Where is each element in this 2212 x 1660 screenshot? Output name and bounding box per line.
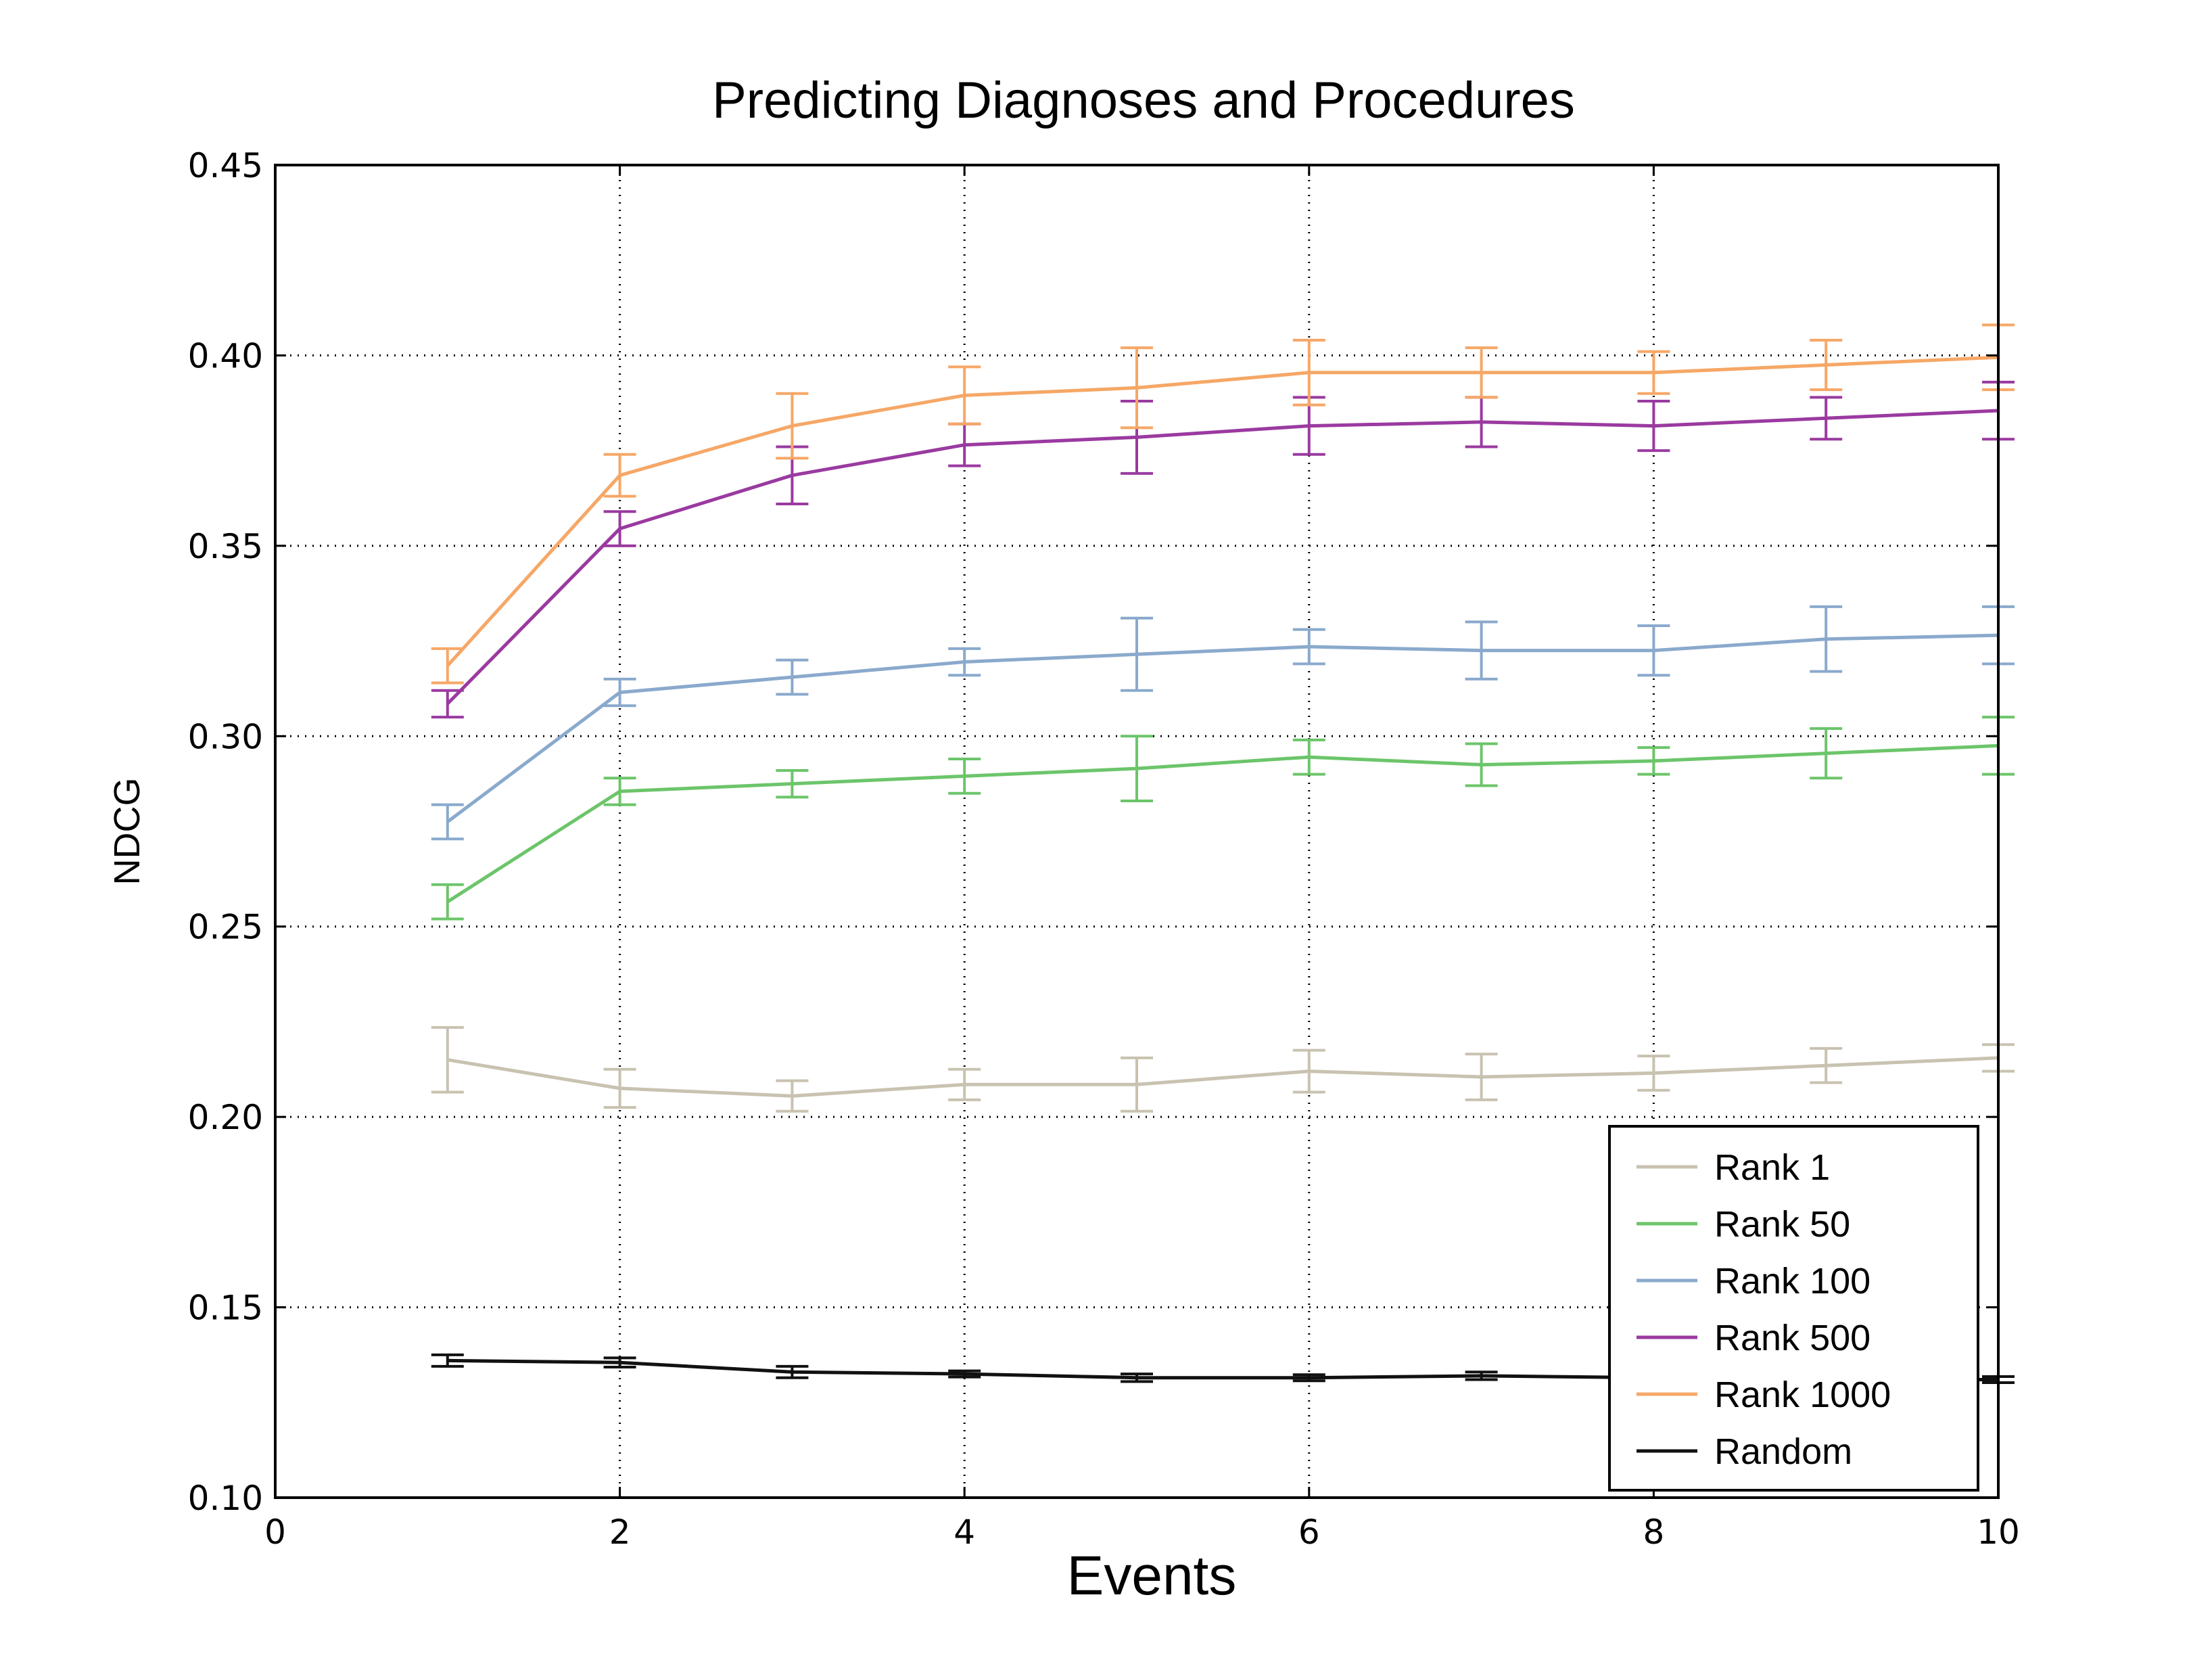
error-bar (431, 689, 464, 719)
legend-label: Rank 100 (1714, 1261, 1870, 1301)
series-rank-50 (431, 716, 2015, 921)
error-bar (1810, 338, 1843, 392)
legend-label: Rank 50 (1714, 1204, 1850, 1245)
x-tick-label: 6 (1298, 1513, 1320, 1552)
series-rank-500 (431, 380, 2015, 719)
error-bar (776, 392, 809, 460)
series-line (446, 743, 1999, 904)
y-tick-label: 0.15 (188, 1289, 263, 1328)
error-bar (1121, 616, 1153, 692)
legend-entry: Random (1637, 1431, 1852, 1472)
y-axis-label: NDCG (107, 778, 147, 885)
error-bar (603, 777, 636, 806)
error-bar (603, 510, 636, 547)
error-bar (603, 1067, 636, 1109)
error-bar (1121, 1373, 1153, 1383)
error-bar (1637, 1055, 1670, 1092)
y-tick-label: 0.25 (188, 908, 263, 947)
legend-entry: Rank 100 (1637, 1261, 1870, 1301)
y-tick-label: 0.10 (188, 1479, 263, 1518)
series-line (446, 409, 1999, 706)
legend-label: Rank 500 (1714, 1318, 1870, 1358)
error-bar (948, 365, 981, 425)
error-bar (948, 1067, 981, 1101)
error-bar (1292, 1373, 1325, 1383)
series-rank-100 (431, 605, 2015, 841)
y-tick-label: 0.30 (188, 717, 263, 756)
legend-label: Rank 1 (1714, 1147, 1830, 1188)
error-bar (948, 1369, 981, 1379)
error-bar (1292, 738, 1325, 776)
ticks: 0 2 4 6 8 10 0.10 0.15 0.20 0.25 0.30 0.35 0.40 0.45 (188, 146, 2020, 1552)
plot-frame (274, 164, 2000, 1499)
error-bar (776, 1079, 809, 1113)
chart-title: Predicting Diagnoses and Procedures (712, 72, 1575, 129)
error-bar (776, 1364, 809, 1379)
error-bar (1637, 399, 1670, 453)
error-bar (1810, 396, 1843, 441)
error-bar (1810, 605, 1843, 673)
legend-entry: Rank 500 (1637, 1318, 1870, 1358)
error-bar (1465, 1370, 1498, 1381)
error-bar (1121, 1056, 1153, 1113)
series-line (447, 1056, 1999, 1098)
error-bar (603, 1356, 636, 1368)
x-axis-label: Events (1067, 1545, 1237, 1607)
error-bar (1810, 1046, 1843, 1084)
series-rank-1 (431, 1025, 2015, 1113)
legend-entry: Rank 50 (1637, 1204, 1850, 1245)
error-bar (603, 677, 636, 708)
y-tick-label: 0.20 (188, 1098, 263, 1137)
error-bar (1465, 346, 1498, 399)
legend-entry: Rank 1000 (1637, 1375, 1891, 1415)
x-tick-label: 2 (609, 1513, 631, 1552)
error-bar (1637, 746, 1670, 776)
y-tick-label: 0.45 (188, 146, 263, 185)
error-bar (948, 647, 981, 677)
x-tick-label: 0 (264, 1513, 286, 1552)
error-bar (776, 768, 809, 799)
error-bar (431, 1025, 464, 1094)
error-bar (1637, 350, 1670, 395)
error-bar (603, 453, 636, 498)
error-bar (1810, 727, 1843, 780)
series-line (446, 633, 1999, 823)
error-bar (948, 758, 981, 795)
legend-box (1608, 1125, 1979, 1492)
legend: Rank 1 Rank 50 Rank 100 Rank 500 Rank 1000 Ra… (1608, 1125, 1979, 1492)
legend-label: Rank 1000 (1714, 1375, 1891, 1415)
error-bar (1465, 620, 1498, 681)
error-bar (1292, 628, 1325, 666)
error-bar (776, 658, 809, 696)
x-tick-label: 10 (1977, 1513, 2020, 1552)
error-bar (1292, 1048, 1325, 1094)
y-tick-label: 0.40 (188, 336, 263, 375)
y-tick-label: 0.35 (188, 527, 263, 566)
error-bar (431, 883, 464, 921)
x-tick-label: 8 (1643, 1513, 1664, 1552)
legend-label: Random (1714, 1431, 1852, 1472)
error-bar (1121, 735, 1153, 802)
error-bar (1465, 742, 1498, 787)
series-line (446, 355, 1999, 667)
x-tick-label: 4 (954, 1513, 975, 1552)
error-bar (1121, 346, 1153, 430)
error-bar (1637, 624, 1670, 677)
error-bar (431, 1353, 464, 1368)
error-bar (1292, 338, 1325, 407)
error-bar (431, 803, 464, 841)
series-rank-1000 (431, 323, 2015, 685)
error-bar (1465, 1053, 1498, 1101)
error-bar (431, 647, 464, 685)
legend-entry: Rank 1 (1637, 1147, 1830, 1188)
